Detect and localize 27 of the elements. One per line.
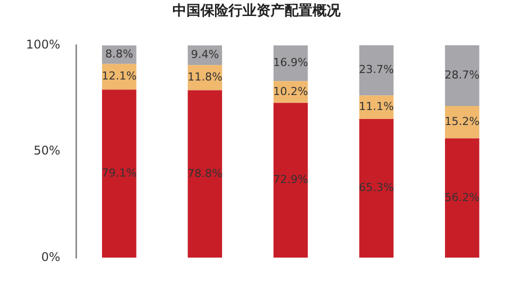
bar [359, 118, 394, 258]
data-label: 72.9% [273, 173, 308, 186]
data-label: 65.3% [358, 181, 394, 194]
bar [188, 90, 222, 258]
bar [444, 138, 480, 258]
data-label: 23.7% [358, 63, 394, 76]
y-tick-label: 100% [26, 37, 60, 52]
data-label: 79.1% [102, 166, 137, 180]
data-label: 8.8% [105, 47, 134, 60]
bar [359, 45, 394, 96]
data-label: 78.8% [187, 166, 222, 180]
y-tick-label: 0% [41, 250, 60, 264]
data-label: 9.4% [190, 48, 219, 62]
data-label: 11.1% [358, 100, 394, 114]
bar [102, 90, 136, 258]
chart-title: 中国保险行业资产配置概况 [172, 2, 342, 20]
data-label: 16.9% [273, 56, 308, 70]
data-label: 15.2% [444, 115, 480, 128]
data-label: 11.8% [187, 70, 222, 84]
data-label: 56.2% [444, 190, 480, 204]
data-label: 12.1% [102, 70, 137, 83]
data-label: 28.7% [444, 68, 480, 82]
bar [274, 102, 308, 258]
bar [444, 45, 480, 106]
y-tick-label: 50% [34, 144, 60, 158]
bar [444, 106, 480, 138]
data-label: 10.2% [273, 84, 308, 98]
